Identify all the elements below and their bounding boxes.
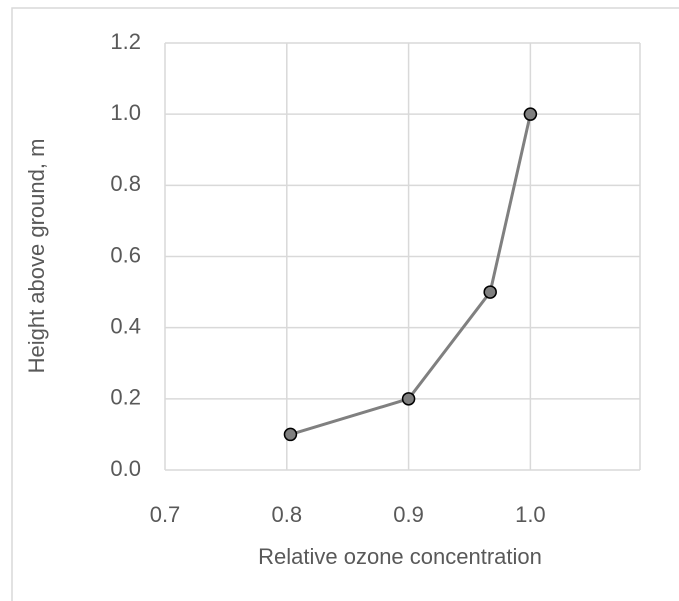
y-tick-label: 1.0 xyxy=(110,100,141,125)
marker xyxy=(483,285,497,299)
frame xyxy=(11,7,679,601)
marker xyxy=(401,392,416,406)
y-tick-label: 0.6 xyxy=(110,242,141,267)
x-axis-label: Relative ozone concentration xyxy=(258,544,542,569)
y-tick-label: 0.2 xyxy=(110,385,141,410)
y-tick-label: 0.8 xyxy=(110,171,141,196)
series-line xyxy=(290,113,532,436)
x-tick-label: 0.8 xyxy=(271,502,302,527)
y-tick-label: 1.2 xyxy=(110,29,141,54)
marker xyxy=(523,107,538,121)
x-tick-label: 1.0 xyxy=(515,502,546,527)
y-tick-label: 0.0 xyxy=(110,456,141,481)
x-tick-label: 0.7 xyxy=(150,502,181,527)
x-tick-label: 0.9 xyxy=(393,502,424,527)
y-tick-label: 0.4 xyxy=(110,313,141,338)
y-axis-label: Height above ground, m xyxy=(24,139,49,374)
marker xyxy=(283,427,298,442)
